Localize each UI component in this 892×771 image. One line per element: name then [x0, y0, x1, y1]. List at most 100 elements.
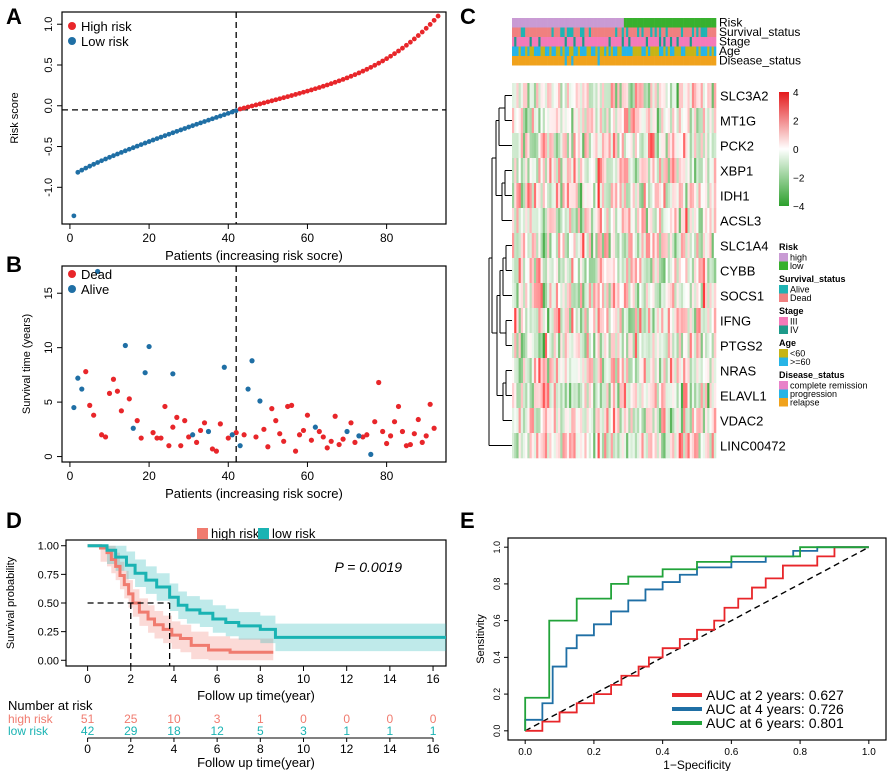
stage-track-cell: [696, 37, 699, 47]
risk-track-cell: [687, 18, 690, 28]
heatmap-cell: [531, 333, 535, 359]
heatmap-cell: [512, 183, 515, 209]
heatmap-cell: [694, 233, 697, 259]
survival-track-cell: [536, 27, 539, 37]
age-track-cell: [527, 46, 530, 56]
roc-curve-6-years: [524, 546, 869, 731]
risk-table-value: 0: [430, 712, 437, 726]
heatmap-cell: [663, 283, 666, 309]
heatmap-cell: [615, 108, 618, 134]
disease-track-cell: [573, 56, 576, 66]
high-risk-point: [320, 83, 326, 89]
heatmap-cell: [575, 158, 579, 184]
legend-item-label: III: [790, 317, 798, 327]
heatmap-cell: [566, 208, 570, 234]
stage-track-cell: [544, 37, 548, 47]
heatmap-cell: [584, 233, 587, 259]
heatmap-cell: [512, 358, 515, 384]
heatmap-cell: [637, 408, 640, 434]
heatmap-cell: [617, 408, 620, 434]
heatmap-cell: [553, 108, 557, 134]
heatmap-cell: [529, 408, 533, 434]
age-track-cell: [518, 46, 522, 56]
heatmap-cell: [571, 408, 574, 434]
heatmap-cell: [566, 183, 570, 209]
heatmap-cell: [654, 258, 658, 284]
heatmap-cell: [641, 158, 644, 184]
heatmap-cell: [582, 283, 585, 309]
heatmap-cell: [650, 158, 653, 184]
plot-frame: [61, 265, 447, 463]
heatmap-cell: [582, 108, 585, 134]
heatmap-cell: [584, 358, 587, 384]
heatmap-cell: [709, 233, 712, 259]
heatmap-cell: [669, 158, 673, 184]
heatmap-cell: [582, 83, 585, 109]
high-risk-point: [316, 85, 322, 90]
alive-point: [221, 364, 227, 370]
heatmap-cell: [560, 133, 563, 159]
survival-track-cell: [606, 27, 609, 37]
heatmap-cell: [630, 358, 633, 384]
age-track-cell: [654, 46, 658, 56]
disease-track-cell: [520, 56, 524, 66]
heatmap-cell: [531, 108, 535, 134]
heatmap-cell: [529, 433, 533, 459]
heatmap-cell: [650, 358, 653, 384]
stage-track-cell: [656, 37, 660, 47]
heatmap-cell: [674, 408, 677, 434]
heatmap-cell: [652, 83, 655, 109]
y-tick-label: 0.0: [492, 725, 502, 738]
heatmap-cell: [525, 258, 528, 284]
heatmap-cell: [707, 233, 710, 259]
age-track-cell: [709, 46, 712, 56]
heatmap-cell: [582, 208, 585, 234]
heatmap-cell: [634, 358, 638, 384]
age-track-cell: [547, 46, 550, 56]
legend-item-label: high: [790, 253, 807, 263]
heatmap-cell: [658, 233, 662, 259]
heatmap-cell: [654, 108, 658, 134]
x-tick-label: 16: [426, 672, 440, 686]
heatmap-cell: [573, 258, 576, 284]
heatmap-cell: [713, 208, 717, 234]
stage-track-cell: [643, 37, 647, 47]
heatmap-cell: [615, 333, 618, 359]
heatmap-cell: [672, 258, 675, 284]
heatmap-cell: [626, 358, 629, 384]
heatmap-cell: [601, 133, 605, 159]
heatmap-cell: [663, 308, 666, 334]
heatmap-cell: [621, 283, 625, 309]
heatmap-cell: [637, 433, 640, 459]
heatmap-cell: [514, 83, 517, 109]
heatmap-cell: [590, 83, 594, 109]
heatmap-cell: [586, 258, 590, 284]
heatmap-cell: [663, 83, 666, 109]
disease-track-cell: [606, 56, 609, 66]
heatmap-cell: [525, 233, 528, 259]
heatmap-cell: [641, 208, 644, 234]
heatmap-cell: [685, 283, 688, 309]
heatmap-cell: [637, 283, 640, 309]
heatmap-cell: [691, 83, 695, 109]
heatmap-cell: [573, 133, 576, 159]
heatmap-cell: [680, 158, 684, 184]
heatmap-cell: [560, 283, 563, 309]
heatmap-cell: [707, 308, 710, 334]
heatmap-cell: [520, 383, 524, 409]
heatmap-cell: [698, 258, 701, 284]
heatmap-cell: [685, 333, 688, 359]
disease-track-cell: [700, 56, 704, 66]
heatmap-cell: [623, 183, 627, 209]
heatmap-cell: [610, 108, 614, 134]
heatmap-cell: [522, 358, 526, 384]
stage-track-cell: [669, 37, 673, 47]
heatmap-cell: [628, 258, 631, 284]
heatmap-cell: [663, 133, 666, 159]
dead-point: [387, 433, 394, 439]
dead-point: [411, 431, 417, 437]
heatmap-cell: [564, 83, 568, 109]
high-risk-point: [277, 96, 283, 102]
heatmap-cell: [601, 358, 605, 384]
track-label: Risk: [719, 16, 743, 30]
